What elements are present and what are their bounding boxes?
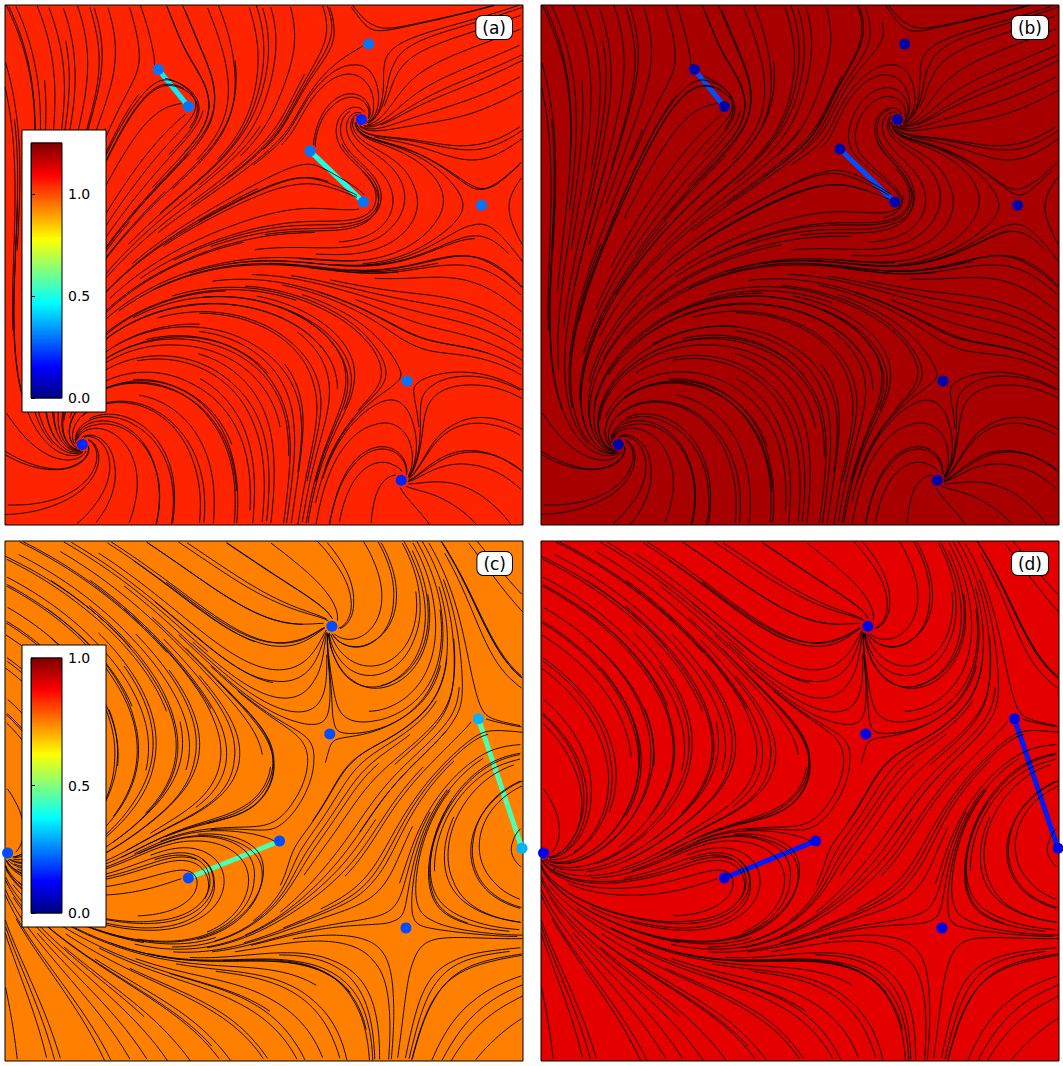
svg-text:1.0: 1.0: [68, 186, 90, 202]
svg-text:(d): (d): [1018, 554, 1042, 574]
svg-text:0.5: 0.5: [68, 778, 90, 794]
svg-text:1.0: 1.0: [68, 650, 90, 666]
svg-text:0.5: 0.5: [68, 288, 90, 304]
svg-text:(b): (b): [1018, 18, 1042, 38]
svg-text:0.0: 0.0: [68, 390, 90, 406]
svg-text:0.0: 0.0: [68, 905, 90, 921]
svg-text:(a): (a): [482, 18, 506, 38]
svg-text:(c): (c): [483, 554, 506, 574]
